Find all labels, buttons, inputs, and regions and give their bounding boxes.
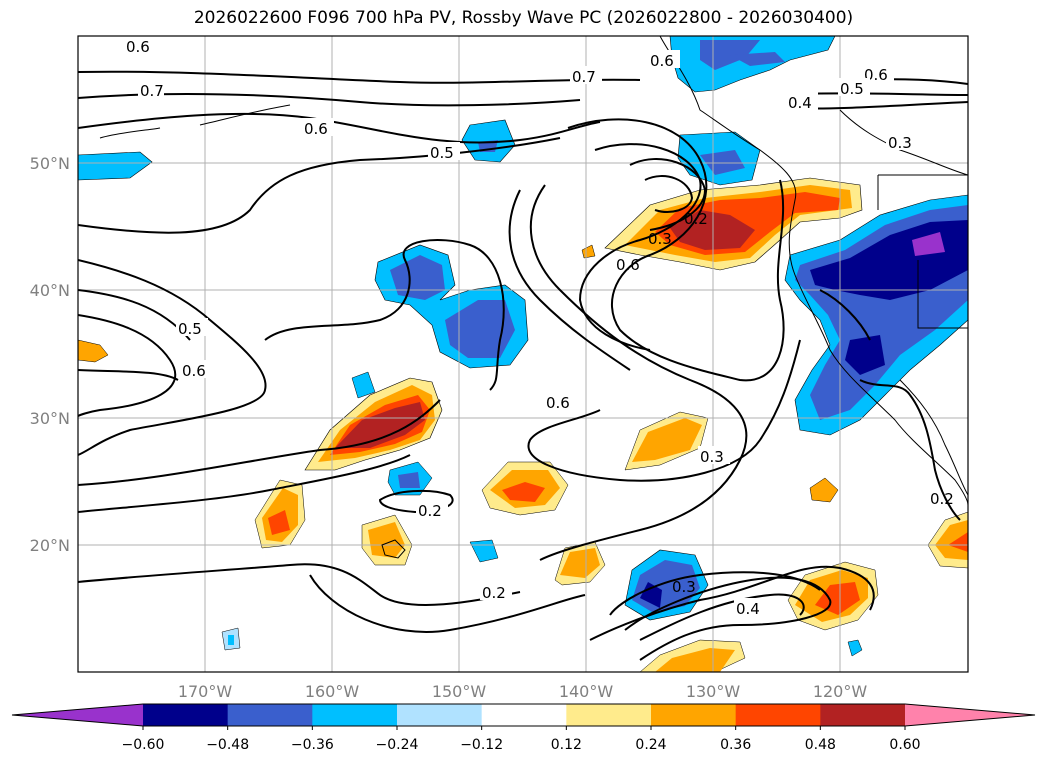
map-title: 2026022600 F096 700 hPa PV, Rossby Wave … bbox=[193, 8, 854, 28]
contour-label: 0.6 bbox=[304, 120, 328, 138]
contour-label: 0.2 bbox=[930, 490, 954, 508]
contour-label: 0.3 bbox=[672, 578, 696, 596]
contour-label: 0.6 bbox=[546, 394, 570, 412]
colorbar-tick-label: −0.36 bbox=[291, 737, 334, 753]
colorbar-extend-high bbox=[905, 704, 1035, 726]
contour-label: 0.2 bbox=[482, 584, 506, 602]
lon-tick: 150°W bbox=[432, 682, 487, 701]
colorbar-tick-label: 0.36 bbox=[720, 737, 751, 753]
colorbar-bin bbox=[820, 704, 906, 726]
colorbar-bin bbox=[651, 704, 737, 726]
colorbar-tick-label: −0.12 bbox=[460, 737, 503, 753]
lat-tick: 40°N bbox=[30, 281, 70, 300]
colorbar-bin bbox=[397, 704, 483, 726]
lon-tick: 170°W bbox=[178, 682, 233, 701]
coastline bbox=[99, 36, 968, 559]
colorbar-bin bbox=[735, 704, 821, 726]
colorbar-tick-label: −0.24 bbox=[376, 737, 419, 753]
lon-tick-labels: 170°W 160°W 150°W 140°W 130°W 120°W bbox=[178, 682, 868, 701]
colorbar-tick-label: −0.60 bbox=[122, 737, 165, 753]
colorbar-bin bbox=[481, 704, 567, 726]
colorbar-tick-label: 0.12 bbox=[551, 737, 582, 753]
contour-label: 0.7 bbox=[572, 68, 596, 86]
colorbar-extend-low bbox=[12, 704, 143, 726]
colorbar-bin bbox=[143, 704, 229, 726]
colorbar-bin bbox=[227, 704, 313, 726]
contour-label: 0.4 bbox=[788, 94, 812, 112]
lat-tick-labels: 50°N 40°N 30°N 20°N bbox=[30, 154, 70, 555]
colorbar-tick-label: −0.48 bbox=[206, 737, 249, 753]
contour-label: 0.3 bbox=[700, 448, 724, 466]
contour-label: 0.6 bbox=[182, 362, 206, 380]
lon-tick: 120°W bbox=[813, 682, 868, 701]
colorbar: −0.60 −0.48 −0.36 −0.24 −0.12 0.12 0.24 0.36 0.4… bbox=[11, 703, 1036, 753]
lat-tick: 20°N bbox=[30, 536, 70, 555]
contour-label: 0.3 bbox=[888, 134, 912, 152]
lat-tick: 30°N bbox=[30, 409, 70, 428]
contour-label: 0.4 bbox=[736, 600, 760, 618]
colorbar-bin bbox=[566, 704, 652, 726]
contour-label: 0.2 bbox=[684, 210, 708, 228]
colorbar-bin bbox=[312, 704, 398, 726]
contour-label: 0.3 bbox=[648, 230, 672, 248]
map-frame bbox=[77, 35, 969, 673]
contour-label: 0.5 bbox=[430, 144, 454, 162]
colorbar-tick-label: 0.48 bbox=[805, 737, 836, 753]
contour-label: 0.7 bbox=[140, 82, 164, 100]
contour-label: 0.5 bbox=[178, 320, 202, 338]
pv-shading bbox=[78, 36, 968, 672]
colorbar-tick-label: 0.60 bbox=[889, 737, 920, 753]
contour-label: 0.2 bbox=[418, 502, 442, 520]
contour-label: 0.5 bbox=[840, 80, 864, 98]
colorbar-tick-label: 0.24 bbox=[635, 737, 666, 753]
contour-label: 0.6 bbox=[650, 52, 674, 70]
contour-label-group: 0.6 0.7 0.6 0.7 0.5 0.6 0.6 0.5 0.4 0.3 … bbox=[124, 37, 954, 618]
contour-label: 0.6 bbox=[126, 38, 150, 56]
lon-tick: 140°W bbox=[559, 682, 614, 701]
contour-label: 0.6 bbox=[616, 256, 640, 274]
lon-tick: 160°W bbox=[305, 682, 360, 701]
lon-tick: 130°W bbox=[686, 682, 741, 701]
lat-tick: 50°N bbox=[30, 154, 70, 173]
